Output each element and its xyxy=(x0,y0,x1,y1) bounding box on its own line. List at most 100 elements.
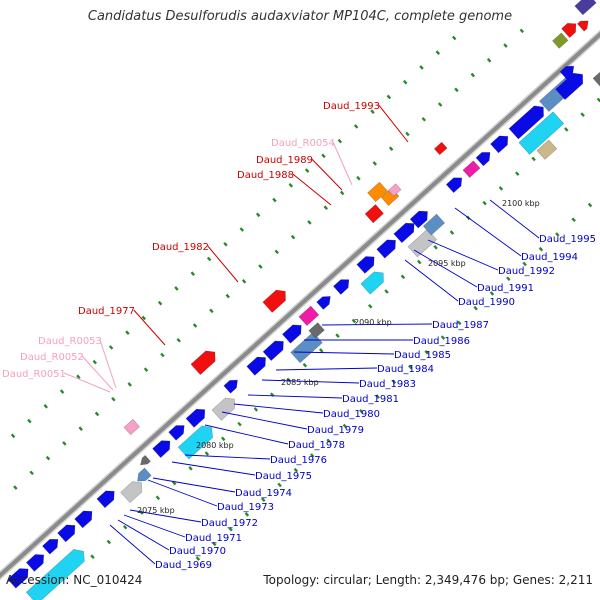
lower-gene xyxy=(7,568,29,589)
track-dot xyxy=(108,345,114,350)
track-dot xyxy=(321,153,326,159)
upper-gene xyxy=(262,289,286,313)
accession-text: Accession: NC_010424 xyxy=(6,573,143,587)
track-dot xyxy=(421,116,427,122)
lower-gene xyxy=(281,324,302,344)
gene-label: Daud_1988 xyxy=(237,170,294,181)
lower-gene xyxy=(536,139,558,160)
track-dot xyxy=(437,102,443,107)
lower-gene xyxy=(42,538,59,555)
lower-gene xyxy=(140,454,151,466)
track-dot xyxy=(157,300,163,306)
track-dot xyxy=(433,245,438,250)
gene-label: Daud_1984 xyxy=(377,364,434,375)
leader-line xyxy=(311,158,343,191)
track-dot xyxy=(27,418,32,424)
upper-gene xyxy=(387,183,402,197)
gene-label: Daud_1969 xyxy=(155,560,212,571)
track-dot xyxy=(223,241,228,247)
track-dot xyxy=(43,404,48,409)
track-dot xyxy=(402,79,408,85)
leader-line xyxy=(81,355,114,391)
track-dot xyxy=(596,97,600,103)
track-dot xyxy=(76,374,81,380)
leader-line xyxy=(123,514,186,538)
track-dot xyxy=(405,131,410,137)
lower-gene xyxy=(177,425,213,460)
track-dot xyxy=(473,305,478,311)
track-dot xyxy=(59,389,65,394)
track-dot xyxy=(176,337,181,343)
gene-label: Daud_1994 xyxy=(521,252,578,263)
track-dot xyxy=(237,421,242,427)
track-dot xyxy=(386,94,392,100)
track-dot xyxy=(122,524,128,530)
leader-line xyxy=(293,351,395,355)
gene-label: Daud_R0054 xyxy=(271,138,335,149)
leader-line xyxy=(247,394,343,399)
track-dot xyxy=(307,220,312,225)
track-dot xyxy=(272,197,277,203)
lower-gene xyxy=(376,239,396,259)
leader-line xyxy=(404,259,459,302)
track-dot xyxy=(206,256,212,262)
gene-label: Daud_R0052 xyxy=(20,352,84,363)
gene-label: Daud_1978 xyxy=(288,440,345,451)
track-dot xyxy=(258,264,263,269)
track-dot xyxy=(29,470,34,476)
track-dot xyxy=(408,364,413,370)
lower-gene xyxy=(120,481,143,504)
track-dot xyxy=(253,407,259,412)
track-dot xyxy=(13,485,18,490)
lower-gene xyxy=(211,397,235,421)
track-dot xyxy=(424,350,429,355)
track-dot xyxy=(370,109,375,114)
tick-label: 2090 kbp xyxy=(354,318,392,327)
leader-line xyxy=(321,323,433,326)
track-dot xyxy=(515,171,520,176)
gene-label: Daud_1983 xyxy=(359,379,416,390)
gene-label: Daud_1991 xyxy=(477,283,534,294)
tick-label: 2095 kbp xyxy=(428,259,466,268)
track-dot xyxy=(244,512,250,517)
leader-line xyxy=(489,199,540,239)
lower-gene xyxy=(96,490,115,509)
lower-gene xyxy=(475,152,491,167)
track-dot xyxy=(587,202,593,208)
track-dot xyxy=(388,146,394,152)
track-dot xyxy=(440,335,446,340)
label-leaders xyxy=(63,104,540,565)
track-dot xyxy=(228,526,233,532)
track-dot xyxy=(241,279,247,284)
upper-gene xyxy=(576,20,589,32)
track-dot xyxy=(335,333,340,339)
track-dot xyxy=(457,320,462,326)
upper-gene xyxy=(552,32,569,49)
gene-label: Daud_1976 xyxy=(270,455,327,466)
track-dot xyxy=(531,156,536,162)
lower-gene xyxy=(422,213,446,236)
track-dot xyxy=(435,50,441,56)
leader-line xyxy=(207,245,239,283)
track-dot xyxy=(174,286,179,291)
track-dot xyxy=(90,554,95,560)
leader-line xyxy=(413,249,478,288)
leader-line xyxy=(109,524,156,565)
track-dot xyxy=(155,495,161,501)
track-dot xyxy=(288,183,294,188)
track-dot xyxy=(160,352,165,358)
gene-label: Daud_1971 xyxy=(185,533,242,544)
track-dot xyxy=(384,289,389,294)
lower-gene xyxy=(316,296,331,310)
track-dot xyxy=(111,396,116,402)
track-dot xyxy=(486,58,492,63)
leader-line xyxy=(117,519,170,551)
leader-line xyxy=(332,141,353,186)
track-dot xyxy=(555,232,560,237)
upper-gene xyxy=(364,204,384,224)
tick-label: 2085 kbp xyxy=(281,378,319,387)
lower-gene xyxy=(445,177,463,194)
lower-gene xyxy=(25,554,45,572)
lower-gene xyxy=(152,440,171,458)
